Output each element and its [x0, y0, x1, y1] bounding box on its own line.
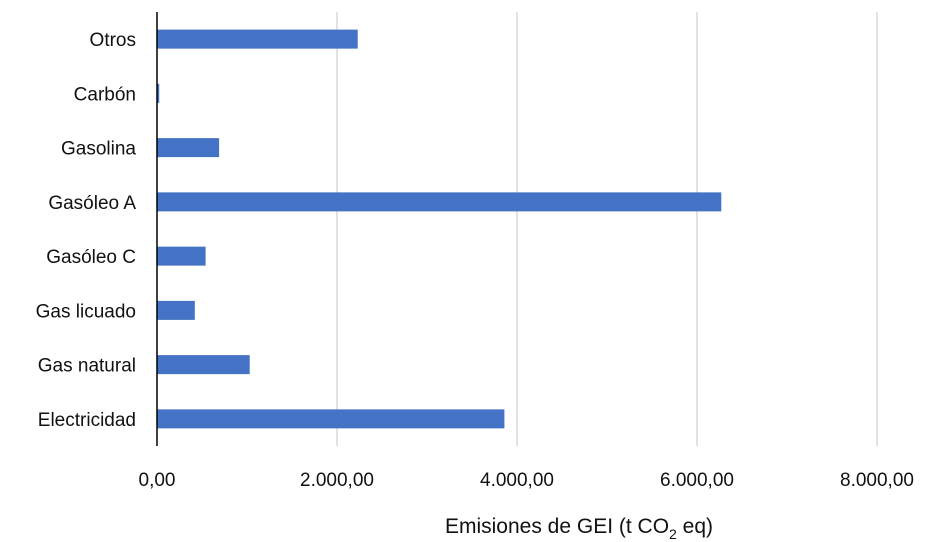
- x-tick-label-4: 8.000,00: [840, 470, 914, 491]
- category-label-7: Electricidad: [38, 410, 136, 431]
- bar-0: [157, 29, 358, 49]
- category-label-0: Otros: [90, 30, 136, 51]
- bar-6: [157, 355, 250, 375]
- bar-7: [157, 409, 505, 429]
- x-tick-label-0: 0,00: [139, 470, 176, 491]
- x-tick-label-2: 4.000,00: [480, 470, 554, 491]
- category-label-3: Gasóleo A: [48, 193, 136, 214]
- category-label-1: Carbón: [74, 84, 136, 105]
- grid-lines: [336, 12, 878, 446]
- bar-3: [157, 192, 722, 212]
- category-labels: Otros Carbón Gasolina Gasóleo A Gasóleo C Gas…: [36, 30, 137, 431]
- bar-4: [157, 246, 206, 266]
- x-axis-title: Emisiones de GEI (t CO2 eq): [445, 515, 713, 542]
- bar-1: [157, 83, 160, 103]
- x-tick-label-3: 6.000,00: [660, 470, 734, 491]
- bars: [157, 29, 722, 429]
- bar-2: [157, 138, 220, 158]
- category-label-6: Gas natural: [38, 356, 136, 377]
- bar-5: [157, 300, 195, 320]
- x-tick-labels: 0,00 2.000,00 4.000,00 6.000,00 8.000,00: [139, 470, 914, 491]
- category-label-4: Gasóleo C: [46, 247, 136, 268]
- x-tick-label-1: 2.000,00: [300, 470, 374, 491]
- category-label-5: Gas licuado: [36, 301, 136, 322]
- category-label-2: Gasolina: [61, 139, 136, 160]
